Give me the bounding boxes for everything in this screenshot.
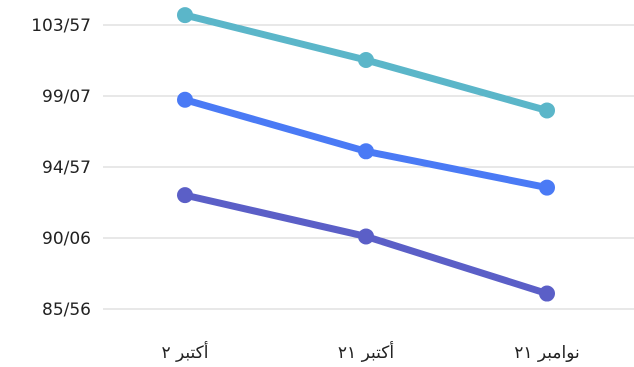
y-axis-tick-labels: 85/56 90/06 94/57 99/07 103/57	[31, 16, 91, 320]
data-point[interactable]	[539, 285, 555, 302]
y-tick-label: 90/06	[42, 229, 91, 249]
x-category-label: نوامبر ٢١	[514, 343, 580, 363]
series-2	[177, 91, 555, 196]
data-point[interactable]	[177, 7, 193, 24]
series-group	[177, 7, 555, 302]
y-tick-label: 94/57	[42, 158, 91, 178]
y-tick-label: 99/07	[42, 87, 91, 107]
data-point[interactable]	[177, 91, 193, 108]
data-point[interactable]	[358, 228, 374, 245]
y-tick-label: 85/56	[42, 300, 91, 320]
data-point[interactable]	[358, 143, 374, 160]
data-point[interactable]	[177, 187, 193, 204]
data-point[interactable]	[539, 102, 555, 119]
series-1	[177, 7, 555, 119]
data-point[interactable]	[539, 179, 555, 196]
x-category-label: أكتبر ٢	[161, 341, 208, 363]
y-tick-label: 103/57	[31, 16, 91, 36]
x-axis-category-labels: أكتبر ٢ أكتبر ٢١ نوامبر ٢١	[161, 341, 579, 363]
series-3	[177, 187, 555, 302]
x-category-label: أكتبر ٢١	[338, 341, 394, 363]
data-point[interactable]	[358, 52, 374, 69]
